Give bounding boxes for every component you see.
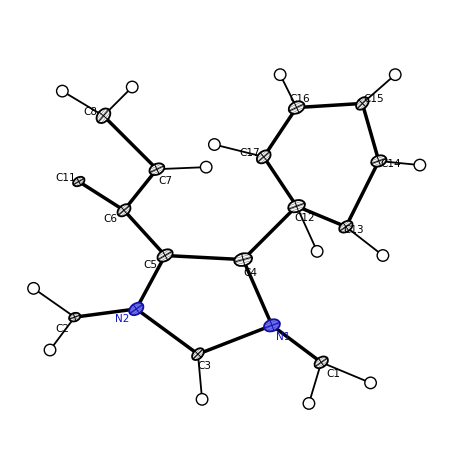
- Ellipse shape: [371, 155, 386, 167]
- Ellipse shape: [73, 177, 84, 186]
- Text: C12: C12: [294, 213, 315, 223]
- Circle shape: [196, 393, 208, 405]
- Text: C8: C8: [83, 107, 97, 117]
- Ellipse shape: [149, 164, 164, 175]
- Circle shape: [28, 283, 39, 294]
- Ellipse shape: [234, 253, 252, 266]
- Circle shape: [44, 344, 56, 356]
- Circle shape: [56, 85, 68, 97]
- Ellipse shape: [356, 97, 369, 109]
- Text: N2: N2: [115, 314, 129, 324]
- Text: C3: C3: [197, 362, 211, 372]
- Ellipse shape: [129, 303, 144, 315]
- Text: C6: C6: [104, 214, 118, 224]
- Ellipse shape: [289, 101, 304, 114]
- Ellipse shape: [192, 348, 204, 360]
- Text: C1: C1: [327, 369, 341, 379]
- Text: C14: C14: [380, 159, 401, 169]
- Text: C4: C4: [244, 268, 257, 278]
- Circle shape: [201, 161, 212, 173]
- Text: N1: N1: [276, 332, 291, 342]
- Ellipse shape: [118, 204, 130, 216]
- Ellipse shape: [69, 313, 80, 321]
- Text: C13: C13: [344, 225, 365, 235]
- Ellipse shape: [315, 356, 328, 368]
- Circle shape: [303, 398, 315, 409]
- Text: C15: C15: [364, 94, 384, 104]
- Circle shape: [414, 159, 426, 171]
- Circle shape: [365, 377, 376, 389]
- Circle shape: [127, 81, 138, 93]
- Ellipse shape: [288, 200, 305, 212]
- Text: C2: C2: [55, 324, 69, 334]
- Ellipse shape: [264, 319, 280, 331]
- Circle shape: [311, 246, 323, 257]
- Ellipse shape: [339, 221, 353, 233]
- Text: C17: C17: [239, 148, 260, 158]
- Ellipse shape: [257, 150, 271, 164]
- Circle shape: [274, 69, 286, 81]
- Circle shape: [377, 250, 389, 261]
- Circle shape: [209, 139, 220, 150]
- Text: C7: C7: [158, 176, 172, 186]
- Text: C16: C16: [290, 93, 310, 103]
- Text: C11: C11: [55, 173, 76, 183]
- Text: C5: C5: [144, 260, 158, 270]
- Circle shape: [390, 69, 401, 81]
- Ellipse shape: [157, 249, 173, 262]
- Ellipse shape: [97, 109, 110, 123]
